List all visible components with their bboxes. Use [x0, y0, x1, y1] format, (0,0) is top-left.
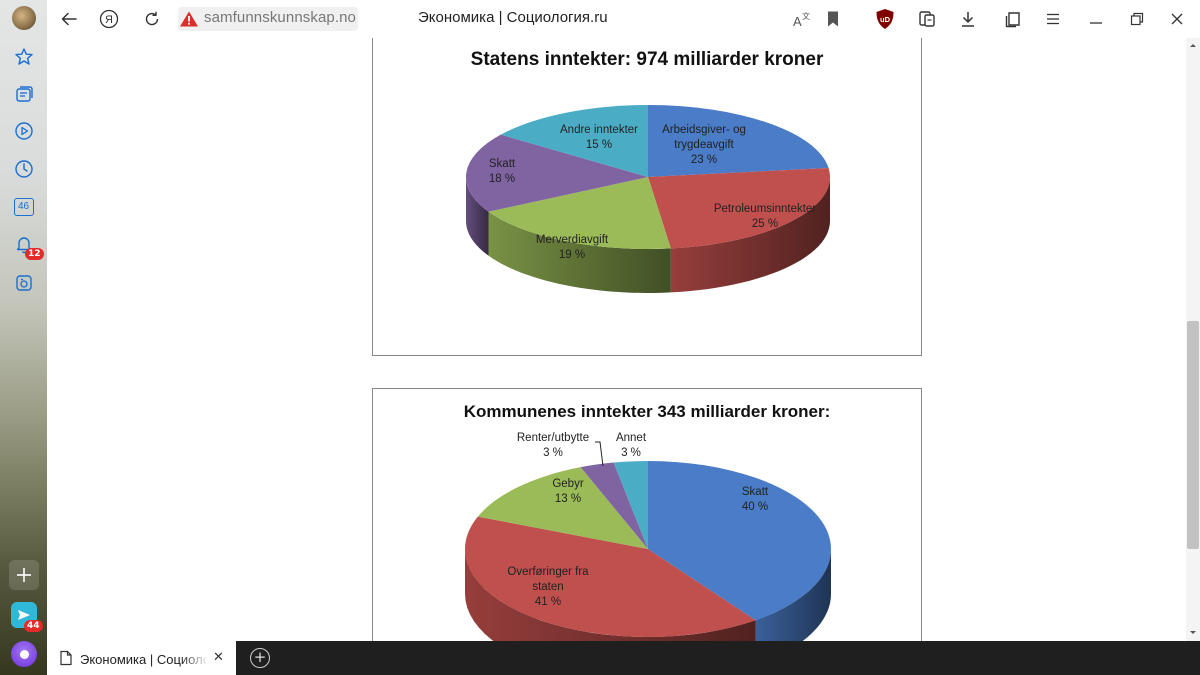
sidebar: 46 12 44 — [0, 0, 47, 675]
slice-skatt[interactable] — [648, 461, 832, 621]
slice-label-gebyr: Gebyr 13 % — [552, 478, 583, 505]
bookmark-icon[interactable] — [822, 8, 844, 30]
slice-side-skatt — [755, 549, 831, 641]
screenshot-camera-icon[interactable] — [10, 269, 37, 296]
reload-icon[interactable] — [141, 8, 163, 30]
page-content: Statens inntekter: 974 milliarder kroner… — [47, 38, 1186, 641]
slice-arbeidsgiver-og-trygdeavgift[interactable] — [648, 105, 829, 177]
history-clock-icon[interactable] — [10, 155, 37, 182]
svg-text:A: A — [793, 14, 802, 29]
tab-title: Экономика | Социология.ru — [80, 652, 206, 667]
favorites-star-icon[interactable] — [10, 43, 37, 70]
yandex-logo-icon[interactable]: Я — [98, 8, 120, 30]
messenger-badge: 44 — [24, 620, 43, 632]
slice-petroleumsinntekter[interactable] — [648, 167, 830, 249]
slice-annet[interactable] — [613, 461, 648, 549]
slice-renter-utbytte[interactable] — [580, 462, 648, 549]
slice-andre-inntekter[interactable] — [500, 105, 648, 177]
slice-side-petroleumsinntekter — [670, 177, 830, 293]
slice-label-renter-utbytte: Renter/utbytte 3 % — [517, 432, 589, 459]
tabs-count: 46 — [13, 197, 34, 216]
slice-gebyr[interactable] — [477, 467, 648, 549]
slice-label-skatt: Skatt 40 % — [742, 486, 769, 513]
toolbar: Я samfunnskunnskap.no Экономика | Социол… — [47, 0, 1200, 38]
slice-side-skatt — [466, 177, 489, 256]
slice-side-merverdiavgift — [488, 211, 671, 293]
warning-icon[interactable] — [178, 8, 200, 30]
slice-label-annet: Annet 3 % — [616, 432, 647, 459]
notifications-badge: 12 — [25, 248, 44, 260]
tab-active[interactable]: Экономика | Социология.ru ✕ — [47, 641, 236, 675]
restore-window-icon[interactable] — [1126, 8, 1148, 30]
slice-label-merverdiavgift: Merverdiavgift 19 % — [536, 234, 609, 261]
alice-assistant-icon[interactable] — [11, 641, 37, 667]
add-panel-button[interactable] — [9, 560, 39, 590]
slice-overf-ringer-fra-staten[interactable] — [465, 516, 756, 637]
slice-label-petroleumsinntekter: Petroleumsinntekter 25 % — [714, 203, 816, 230]
close-window-icon[interactable] — [1166, 8, 1188, 30]
slice-label-overf-ringer-fra-staten: Overføringer fra staten 41 % — [507, 566, 589, 608]
new-tab-button[interactable]: + — [250, 648, 270, 668]
tab-close-icon[interactable]: ✕ — [213, 650, 224, 665]
slice-side-overf-ringer-fra-staten — [465, 549, 756, 641]
slice-merverdiavgift[interactable] — [488, 177, 671, 249]
url-text[interactable]: samfunnskunnskap.no — [204, 9, 356, 26]
scroll-thumb[interactable] — [1187, 321, 1199, 549]
pie-chart-municipal-revenue: Skatt 40 % Overføringer fra staten 41 % Gebyr… — [465, 432, 832, 641]
page-title: Экономика | Социология.ru — [418, 9, 608, 26]
ublock-origin-icon[interactable]: uD — [874, 8, 896, 30]
tab-strip: Экономика | Социология.ru ✕ + — [47, 641, 1200, 675]
tab-title-fade — [181, 641, 209, 675]
slice-label-arbeidsgiver-og-trygdeavgift: Arbeidsgiver- og trygdeavgift 23 % — [662, 124, 746, 166]
slice-label-andre-inntekter: Andre inntekter 15 % — [560, 124, 638, 151]
tabs-count-button[interactable]: 46 — [10, 193, 37, 220]
scroll-down-arrow-icon[interactable] — [1186, 628, 1200, 638]
collections-icon[interactable] — [10, 80, 37, 107]
download-icon[interactable] — [957, 8, 979, 30]
ublock-label: uD — [880, 15, 891, 24]
leader-line — [595, 441, 604, 467]
extensions-puzzle-icon[interactable] — [916, 8, 938, 30]
chart-frame-municipal-revenue: Kommunenes inntekter 343 milliarder kron… — [372, 388, 922, 641]
svg-text:Я: Я — [105, 14, 113, 26]
video-play-icon[interactable] — [10, 117, 37, 144]
slice-skatt[interactable] — [466, 134, 648, 212]
avatar[interactable] — [12, 6, 36, 30]
scroll-up-arrow-icon[interactable] — [1186, 40, 1200, 50]
chart-frame-state-revenue: Statens inntekter: 974 milliarder kroner… — [372, 38, 922, 356]
address-bar[interactable] — [178, 7, 358, 31]
menu-hamburger-icon[interactable] — [1042, 8, 1064, 30]
slice-label-skatt: Skatt 18 % — [489, 158, 516, 185]
page-document-icon — [60, 650, 72, 666]
chart-title: Kommunenes inntekter 343 milliarder kron… — [463, 402, 831, 421]
pie-chart-state-revenue: Arbeidsgiver- og trygdeavgift 23 % Petroleu… — [466, 105, 830, 293]
sidebar-panel-icon[interactable] — [1002, 8, 1024, 30]
vertical-scrollbar[interactable] — [1186, 38, 1200, 641]
svg-text:文: 文 — [802, 11, 810, 21]
back-arrow-icon[interactable] — [58, 8, 80, 30]
chart-title: Statens inntekter: 974 milliarder kroner — [470, 49, 824, 70]
minimize-icon[interactable] — [1085, 8, 1107, 30]
